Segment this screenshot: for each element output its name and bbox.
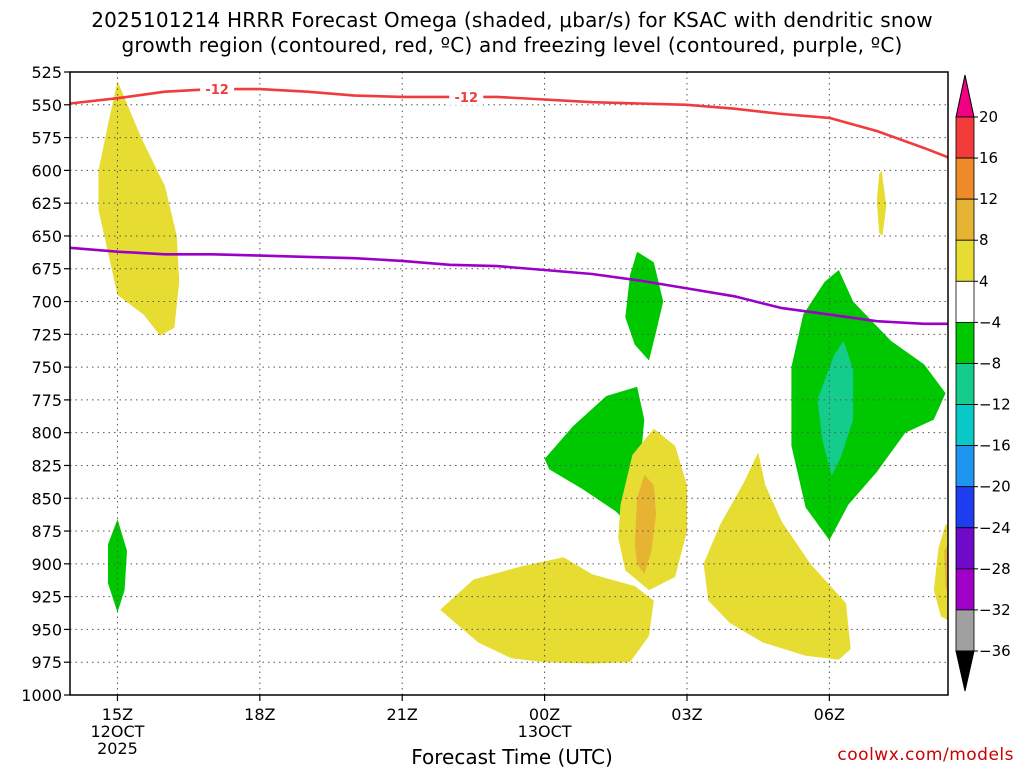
source-credit-link[interactable]: coolwx.com/models (837, 745, 1014, 765)
colorbar-bin (955, 445, 975, 488)
omega-region-green-3 (625, 251, 664, 361)
colorbar-bin (955, 116, 975, 159)
omega-region-yellow-6 (876, 170, 887, 236)
x-axis-label: Forecast Time (UTC) (411, 745, 613, 769)
x-tick-label: 15Z (102, 705, 133, 724)
y-tick-label: 900 (31, 555, 62, 574)
colorbar-tick-label: −12 (979, 396, 1011, 414)
omega-region-yellow-5 (933, 524, 948, 621)
y-tick-label: 575 (31, 129, 62, 148)
y-tick-label: 725 (31, 325, 62, 344)
y-tick-label: 600 (31, 161, 62, 180)
y-tick-label: 925 (31, 588, 62, 607)
y-tick-label: 750 (31, 358, 62, 377)
colorbar-bin (955, 239, 975, 282)
y-tick-label: 700 (31, 293, 62, 312)
y-tick-label: 650 (31, 227, 62, 246)
colorbar-tick-label: −16 (979, 437, 1011, 455)
colorbar-tick-label: −32 (979, 601, 1011, 619)
chart-title-line-2: growth region (contoured, red, ºC) and f… (121, 33, 903, 57)
colorbar-tick-label: −4 (979, 313, 1001, 331)
colorbar-tick-label: −20 (979, 478, 1011, 496)
omega-region-orange-1 (634, 474, 657, 575)
omega-region-yellow-2 (440, 557, 654, 664)
x-tick-label: 00Z (529, 705, 560, 724)
colorbar-tick-label: −24 (979, 519, 1011, 537)
colorbar-tick-label: 16 (979, 149, 998, 167)
colorbar-bin (955, 568, 975, 611)
colorbar-bin (955, 609, 975, 652)
colorbar-bin (955, 486, 975, 529)
omega-region-teal-1 (817, 340, 854, 476)
omega-region-green-4 (791, 270, 946, 541)
omega-region-green-1 (108, 519, 127, 613)
chart-title-line-1: 2025101214 HRRR Forecast Omega (shaded, … (91, 8, 933, 32)
pressure-axis: 525 550 575 600 625 650 675 700 725 750 775 800 825 8… (21, 63, 70, 705)
colorbar-tick-label: −36 (979, 642, 1011, 660)
colorbar-tick-label: 12 (979, 190, 998, 208)
x-tick-label: 21Z (387, 705, 418, 724)
y-tick-label: 825 (31, 456, 62, 475)
y-tick-label: 625 (31, 194, 62, 213)
contour-label: -12 (205, 83, 229, 98)
y-tick-label: 675 (31, 260, 62, 279)
contour-layer: -12 -12 (70, 81, 948, 326)
omega-region-yellow-1 (98, 81, 180, 336)
colorbar-tick-label: 4 (979, 272, 989, 290)
colorbar-bin (955, 404, 975, 447)
colorbar-bin (955, 321, 975, 364)
y-tick-label: 875 (31, 522, 62, 541)
freezing-level-contour (70, 246, 948, 326)
y-tick-label: 550 (31, 96, 62, 115)
x-tick-label: 13OCT (518, 722, 572, 741)
x-tick-label: 03Z (671, 705, 702, 724)
contour-label-bg (449, 88, 484, 105)
colorbar-tick-label: −8 (979, 354, 1001, 372)
omega-region-yellow-4 (703, 452, 851, 660)
y-tick-label: 1000 (21, 686, 62, 705)
x-tick-label: 2025 (97, 739, 138, 758)
omega-region-green-2 (544, 386, 645, 532)
omega-shading-layer (98, 81, 948, 664)
y-tick-label: 800 (31, 424, 62, 443)
x-tick-label: 06Z (814, 705, 845, 724)
colorbar-bin (955, 198, 975, 241)
contour-label-bg (200, 81, 235, 98)
y-tick-label: 975 (31, 653, 62, 672)
colorbar-bin (955, 363, 975, 405)
colorbar-bin (955, 527, 975, 570)
y-tick-label: 850 (31, 489, 62, 508)
y-tick-label: 525 (31, 63, 62, 82)
minus12c-contour (70, 87, 948, 159)
colorbar-bin (955, 157, 975, 200)
colorbar-tick-label: −28 (979, 560, 1011, 578)
colorbar-bottom-arrow (955, 650, 975, 692)
x-tick-label: 12OCT (91, 722, 145, 741)
y-tick-label: 775 (31, 391, 62, 410)
colorbar-top-arrow (955, 74, 975, 118)
plot-frame (69, 71, 949, 696)
x-tick-label: 18Z (244, 705, 275, 724)
contour-label: -12 (455, 91, 479, 106)
gridlines (70, 71, 948, 696)
colorbar-tick-label: 8 (979, 231, 989, 249)
y-tick-label: 950 (31, 620, 62, 639)
colorbar-bin (955, 280, 975, 323)
omega-region-orange-2 (944, 544, 948, 593)
colorbar-tick-label: 20 (979, 108, 998, 126)
omega-colorbar: 20 16 12 8 4 −4 −8 −12 −16 −20 −24 −28 −32 −36 (955, 74, 1011, 692)
